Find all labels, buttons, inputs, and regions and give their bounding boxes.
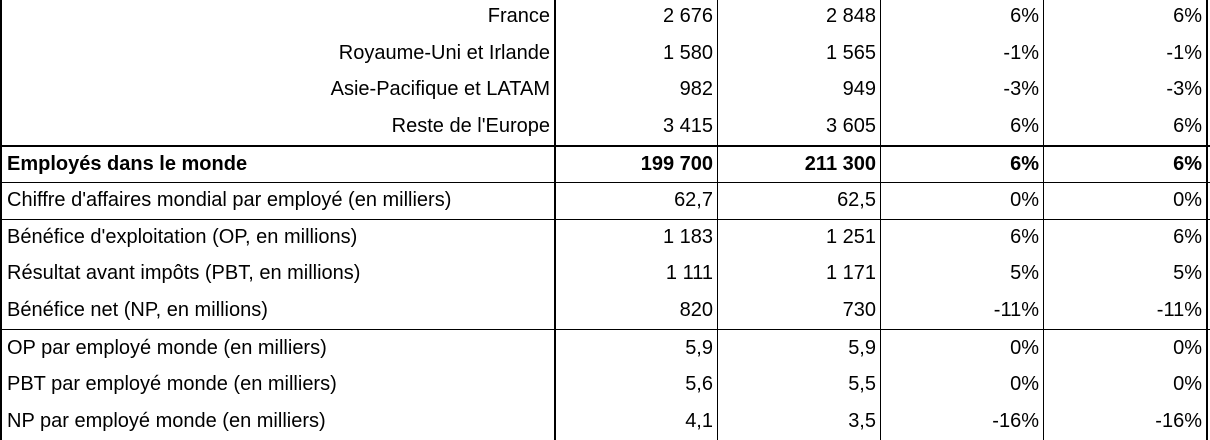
change-percent-1: 6% [881, 219, 1044, 256]
change-percent-2: -11% [1044, 292, 1208, 330]
value-year-1: 3 415 [556, 108, 718, 146]
value-year-1: 5,9 [556, 330, 718, 366]
change-percent-2: -16% [1044, 402, 1208, 440]
change-percent-1: -16% [881, 402, 1044, 440]
change-percent-1: -11% [881, 292, 1044, 330]
change-percent-1: 6% [881, 147, 1044, 182]
change-percent-1: -3% [881, 71, 1044, 109]
table-row-operating-profit: Bénéfice d'exploitation (OP, en millions… [0, 218, 1210, 256]
table-row-france: France 2 676 2 848 6% 6% [0, 0, 1210, 35]
value-year-2: 5,5 [718, 365, 881, 403]
value-year-1: 1 580 [556, 34, 718, 72]
value-year-1: 2 676 [556, 0, 718, 35]
row-label: France [0, 0, 556, 35]
value-year-2: 2 848 [718, 0, 881, 35]
change-percent-2: -3% [1044, 71, 1208, 109]
change-percent-2: 0% [1044, 182, 1208, 219]
row-label: Employés dans le monde [0, 147, 556, 182]
row-label: Bénéfice d'exploitation (OP, en millions… [0, 219, 556, 256]
table-row-pbt-per-employee: PBT par employé monde (en milliers) 5,6 … [0, 365, 1210, 403]
change-percent-1: -1% [881, 34, 1044, 72]
row-label: Bénéfice net (NP, en millions) [0, 292, 556, 330]
table-row-total-employees: Employés dans le monde 199 700 211 300 6… [0, 145, 1210, 182]
value-year-1: 199 700 [556, 147, 718, 182]
value-year-1: 982 [556, 71, 718, 109]
value-year-2: 1 565 [718, 34, 881, 72]
value-year-1: 1 111 [556, 255, 718, 293]
row-label: Royaume-Uni et Irlande [0, 34, 556, 72]
table-row-apac-latam: Asie-Pacifique et LATAM 982 949 -3% -3% [0, 71, 1210, 109]
table-row-net-profit: Bénéfice net (NP, en millions) 820 730 -… [0, 292, 1210, 330]
change-percent-2: 6% [1044, 0, 1208, 35]
change-percent-1: 0% [881, 330, 1044, 366]
value-year-1: 820 [556, 292, 718, 330]
row-label: Asie-Pacifique et LATAM [0, 71, 556, 109]
change-percent-2: 6% [1044, 147, 1208, 182]
change-percent-1: 6% [881, 0, 1044, 35]
table-row-np-per-employee: NP par employé monde (en milliers) 4,1 3… [0, 402, 1210, 440]
row-label: PBT par employé monde (en milliers) [0, 365, 556, 403]
value-year-2: 62,5 [718, 182, 881, 219]
value-year-1: 1 183 [556, 219, 718, 256]
change-percent-2: -1% [1044, 34, 1208, 72]
table-row-op-per-employee: OP par employé monde (en milliers) 5,9 5… [0, 329, 1210, 366]
value-year-2: 949 [718, 71, 881, 109]
change-percent-1: 6% [881, 108, 1044, 146]
row-label: OP par employé monde (en milliers) [0, 330, 556, 366]
table-row-revenue-per-employee: Chiffre d'affaires mondial par employé (… [0, 181, 1210, 219]
value-year-2: 1 251 [718, 219, 881, 256]
change-percent-2: 5% [1044, 255, 1208, 293]
row-label: Reste de l'Europe [0, 108, 556, 146]
row-label: NP par employé monde (en milliers) [0, 402, 556, 440]
row-label: Chiffre d'affaires mondial par employé (… [0, 182, 556, 219]
value-year-2: 1 171 [718, 255, 881, 293]
change-percent-1: 0% [881, 365, 1044, 403]
value-year-2: 211 300 [718, 147, 881, 182]
value-year-2: 5,9 [718, 330, 881, 366]
table-row-rest-of-europe: Reste de l'Europe 3 415 3 605 6% 6% [0, 108, 1210, 146]
table-row-profit-before-tax: Résultat avant impôts (PBT, en millions)… [0, 255, 1210, 293]
value-year-1: 4,1 [556, 402, 718, 440]
value-year-2: 3,5 [718, 402, 881, 440]
change-percent-2: 6% [1044, 108, 1208, 146]
value-year-2: 730 [718, 292, 881, 330]
change-percent-1: 0% [881, 182, 1044, 219]
value-year-1: 62,7 [556, 182, 718, 219]
change-percent-2: 6% [1044, 219, 1208, 256]
change-percent-2: 0% [1044, 330, 1208, 366]
value-year-2: 3 605 [718, 108, 881, 146]
change-percent-1: 5% [881, 255, 1044, 293]
row-label: Résultat avant impôts (PBT, en millions) [0, 255, 556, 293]
table-row-uk-ireland: Royaume-Uni et Irlande 1 580 1 565 -1% -… [0, 34, 1210, 72]
change-percent-2: 0% [1044, 365, 1208, 403]
value-year-1: 5,6 [556, 365, 718, 403]
